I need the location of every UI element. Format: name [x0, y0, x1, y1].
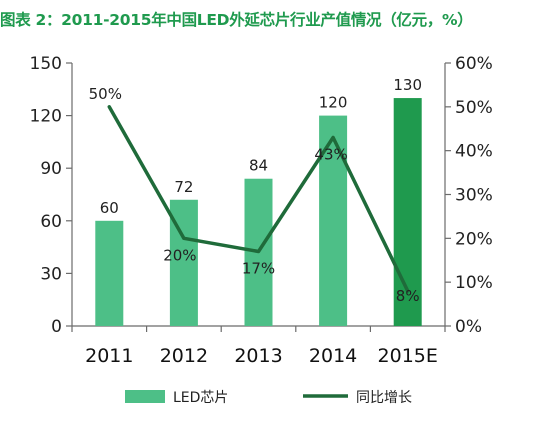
growth-value-label: 8% [396, 287, 420, 305]
bar-value-label: 72 [174, 178, 193, 196]
y-right-tick-label: 10% [455, 273, 493, 293]
growth-line: 50% 20% 17% 43% 8% [89, 85, 420, 305]
growth-value-label: 17% [242, 259, 275, 277]
y-right-tick-label: 40% [455, 142, 493, 162]
growth-value-label: 50% [89, 85, 122, 103]
y-right-tick-label: 20% [455, 229, 493, 249]
x-tick-label: 2011 [85, 345, 133, 367]
growth-value-label: 20% [163, 246, 196, 264]
x-tick-label: 2015E [378, 345, 438, 367]
y-left-tick-label: 30 [40, 264, 62, 284]
y-left-tick-label: 0 [51, 317, 62, 337]
y-right-tick-label: 30% [455, 186, 493, 206]
x-tick-label: 2012 [160, 345, 208, 367]
bar [95, 220, 124, 326]
y-right-tick-label: 0% [455, 317, 482, 337]
bars: 60 72 84 120 130 [95, 76, 422, 326]
y-right-tick-label: 50% [455, 98, 493, 118]
legend: LED芯片 同比增长 [125, 390, 412, 406]
bar-value-label: 120 [319, 94, 348, 112]
y-left-tick-label: 90 [40, 159, 62, 179]
legend-label-line: 同比增长 [356, 390, 412, 406]
chart-title: 图表 2：2011-2015年中国LED外延芯片行业产值情况（亿元，%） [0, 11, 473, 29]
axes: 0 30 60 90 120 150 0% 10% 20% 30% 40% 50% 60% 2011 201… [30, 54, 493, 367]
legend-label-bars: LED芯片 [173, 390, 228, 406]
y-left-tick-label: 150 [30, 54, 62, 74]
bar-value-label: 60 [100, 199, 119, 217]
x-tick-label: 2013 [234, 345, 282, 367]
bar-value-label: 130 [393, 76, 422, 94]
x-tick-label: 2014 [309, 345, 357, 367]
y-left-tick-label: 120 [30, 107, 62, 127]
growth-value-label: 43% [314, 146, 347, 164]
y-left-tick-label: 60 [40, 212, 62, 232]
y-right-tick-label: 60% [455, 54, 493, 74]
bar-value-label: 84 [249, 157, 268, 175]
legend-swatch-bars [125, 390, 165, 403]
